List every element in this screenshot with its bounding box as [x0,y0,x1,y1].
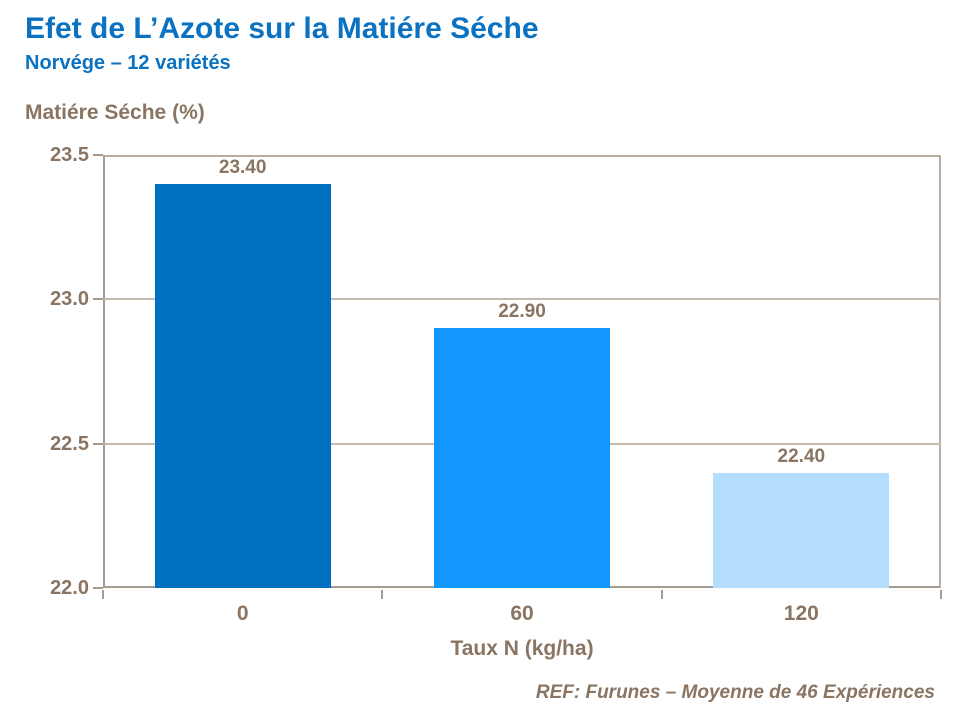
y-axis-tick [93,154,103,156]
bar-value-label: 22.40 [777,445,826,467]
y-axis-tick [93,442,103,445]
x-axis-tick [940,590,942,599]
y-axis-tick [93,587,103,589]
bar [713,472,890,588]
page-title: Efet de L’Azote sur la Matiére Séche [25,12,539,45]
x-tick-label: 0 [236,602,249,625]
x-axis-title: Taux N (kg/ha) [450,637,594,660]
x-axis-tick [102,590,104,599]
footer-reference: REF: Furunes – Moyenne de 46 Expériences [535,682,935,703]
bar-value-label: 23.40 [218,156,267,178]
bar [434,328,610,588]
x-axis-tick [381,590,384,599]
y-tick-label: 23.5 [50,144,89,166]
x-tick-label: 60 [510,602,534,625]
x-axis-tick [660,590,663,599]
y-tick-label: 23.0 [50,288,89,311]
y-axis-title: Matiére Séche (%) [25,101,205,124]
gridline [103,298,941,301]
y-axis-tick [93,298,103,301]
y-tick-label: 22.0 [50,577,89,599]
x-tick-label: 120 [783,602,819,625]
bar-value-label: 22.90 [498,301,546,323]
bar [154,183,331,588]
page-subtitle: Norvége – 12 variétés [25,52,231,74]
y-tick-label: 22.5 [50,432,89,455]
